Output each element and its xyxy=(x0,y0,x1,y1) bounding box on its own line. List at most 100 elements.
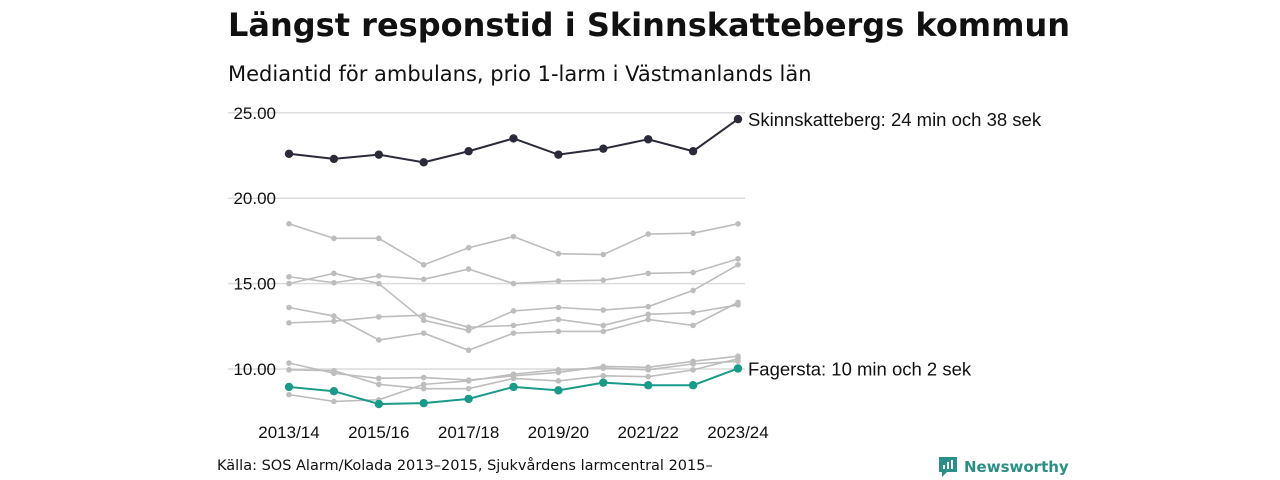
data-point xyxy=(599,378,608,387)
data-point xyxy=(600,373,607,379)
x-tick-label: 2013/14 xyxy=(258,423,319,442)
newsworthy-logo-icon xyxy=(939,457,957,477)
data-point xyxy=(690,309,696,316)
data-point xyxy=(555,328,562,335)
data-point xyxy=(735,221,741,227)
data-point xyxy=(735,302,741,308)
series-end-label: Skinnskatteberg: 24 min och 38 sek xyxy=(748,109,1042,130)
data-point xyxy=(554,150,563,159)
data-point xyxy=(465,244,472,251)
data-point xyxy=(688,147,698,156)
data-point xyxy=(286,273,292,280)
data-point xyxy=(690,367,696,373)
data-point xyxy=(376,337,382,343)
data-point xyxy=(555,378,562,384)
data-point xyxy=(645,367,651,373)
data-point xyxy=(690,322,696,329)
data-point xyxy=(555,316,562,323)
data-point xyxy=(284,382,294,392)
data-point xyxy=(465,347,472,354)
data-point xyxy=(286,367,292,373)
data-point xyxy=(510,322,517,329)
data-point xyxy=(420,317,427,324)
data-point xyxy=(645,316,651,323)
data-point xyxy=(286,304,292,311)
data-point xyxy=(376,235,382,242)
data-point xyxy=(735,262,741,268)
data-point xyxy=(374,399,383,409)
data-point xyxy=(331,398,337,405)
data-point xyxy=(331,313,337,319)
brand-name: Newsworthy xyxy=(964,458,1069,476)
source-note: Källa: SOS Alarm/Kolada 2013–2015, Sjukv… xyxy=(217,458,713,474)
data-point xyxy=(329,154,339,164)
data-point xyxy=(376,314,382,320)
data-point xyxy=(331,270,337,277)
data-point xyxy=(600,322,607,329)
data-point xyxy=(690,361,696,367)
data-point xyxy=(735,256,741,262)
data-point xyxy=(555,304,562,311)
data-point xyxy=(509,382,518,392)
data-point xyxy=(733,364,743,373)
data-point xyxy=(286,360,292,366)
x-tick-label: 2021/22 xyxy=(617,423,678,442)
data-point xyxy=(644,381,653,390)
data-point xyxy=(644,135,653,144)
y-tick-label: 15.00 xyxy=(233,275,276,294)
data-point xyxy=(376,273,382,279)
data-point xyxy=(600,328,607,335)
data-point xyxy=(600,365,607,371)
series-line xyxy=(288,264,739,332)
data-point xyxy=(510,330,517,336)
data-point xyxy=(465,385,472,392)
x-tick-label: 2015/16 xyxy=(348,423,409,442)
data-point xyxy=(645,231,651,237)
series-line xyxy=(288,360,739,403)
data-point xyxy=(420,385,427,392)
data-point xyxy=(420,374,427,381)
data-point xyxy=(555,367,562,373)
data-point xyxy=(465,324,472,330)
data-point xyxy=(735,358,741,365)
data-point xyxy=(331,367,337,374)
data-point xyxy=(645,311,651,318)
data-point xyxy=(419,158,428,167)
data-point xyxy=(690,269,696,276)
data-point xyxy=(331,235,337,242)
data-point xyxy=(376,280,382,287)
data-point xyxy=(464,147,473,156)
data-point xyxy=(690,287,696,294)
data-point xyxy=(419,398,428,408)
data-point xyxy=(286,391,292,398)
data-point xyxy=(420,330,427,336)
data-point xyxy=(284,149,294,158)
data-point xyxy=(420,276,427,283)
data-point xyxy=(510,233,517,240)
data-point xyxy=(331,279,337,286)
data-point xyxy=(510,308,517,314)
data-point xyxy=(286,320,292,326)
data-point xyxy=(374,150,383,159)
y-tick-label: 20.00 xyxy=(233,189,276,208)
data-point xyxy=(510,371,517,377)
data-point xyxy=(420,312,427,318)
series-line xyxy=(288,258,739,285)
chart-title: Längst responstid i Skinnskattebergs kom… xyxy=(228,6,1071,44)
data-point xyxy=(688,381,698,390)
data-point xyxy=(600,251,607,258)
data-point xyxy=(376,381,382,388)
data-point xyxy=(733,114,743,124)
data-point xyxy=(554,386,563,395)
data-point xyxy=(555,250,562,257)
data-point xyxy=(509,134,518,143)
series-end-label: Fagersta: 10 min och 2 sek xyxy=(748,358,972,379)
chart-subtitle: Mediantid för ambulans, prio 1-larm i Vä… xyxy=(228,62,812,86)
data-point xyxy=(376,375,382,382)
data-point xyxy=(645,270,651,277)
y-tick-label: 25.00 xyxy=(233,104,276,123)
data-point xyxy=(645,303,651,310)
data-point xyxy=(465,378,472,384)
data-point xyxy=(464,394,473,404)
